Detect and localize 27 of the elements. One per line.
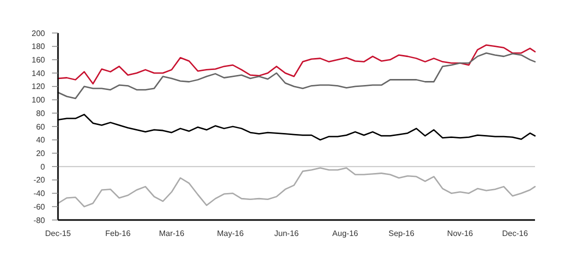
y-tick-label: -20 bbox=[33, 176, 46, 185]
line-series bbox=[57, 44, 536, 84]
x-tick-label: Sep-16 bbox=[388, 229, 415, 238]
x-tick-label: Nov-16 bbox=[447, 229, 474, 238]
y-tick-label: 40 bbox=[36, 136, 46, 145]
y-tick-label: 160 bbox=[32, 56, 46, 65]
x-tick-label: May-16 bbox=[216, 229, 244, 238]
x-tick-label: Mar-16 bbox=[158, 229, 185, 238]
y-tick-label: -40 bbox=[33, 189, 46, 198]
x-tick-label: Dec-16 bbox=[502, 229, 528, 238]
y-tick-label: 200 bbox=[32, 28, 46, 38]
line-series bbox=[57, 52, 536, 100]
y-tick-label: 180 bbox=[32, 42, 46, 52]
x-tick-label: Dec-15 bbox=[45, 229, 72, 238]
y-tick-label: 20 bbox=[36, 149, 46, 158]
x-tick-label: Feb-16 bbox=[105, 229, 132, 238]
line-series bbox=[57, 167, 536, 208]
y-tick-label: 100 bbox=[32, 96, 46, 105]
y-tick-label: 80 bbox=[36, 108, 46, 118]
x-tick-label: Aug-16 bbox=[332, 229, 359, 238]
y-tick-label: 140 bbox=[32, 68, 46, 78]
y-tick-label: 60 bbox=[36, 122, 46, 132]
x-tick-label: Jun-16 bbox=[274, 229, 300, 238]
y-tick-label: -60 bbox=[33, 202, 46, 212]
y-tick-label: 120 bbox=[32, 82, 46, 92]
y-tick-label: 0 bbox=[40, 162, 46, 172]
y-tick-label: -80 bbox=[33, 216, 46, 225]
